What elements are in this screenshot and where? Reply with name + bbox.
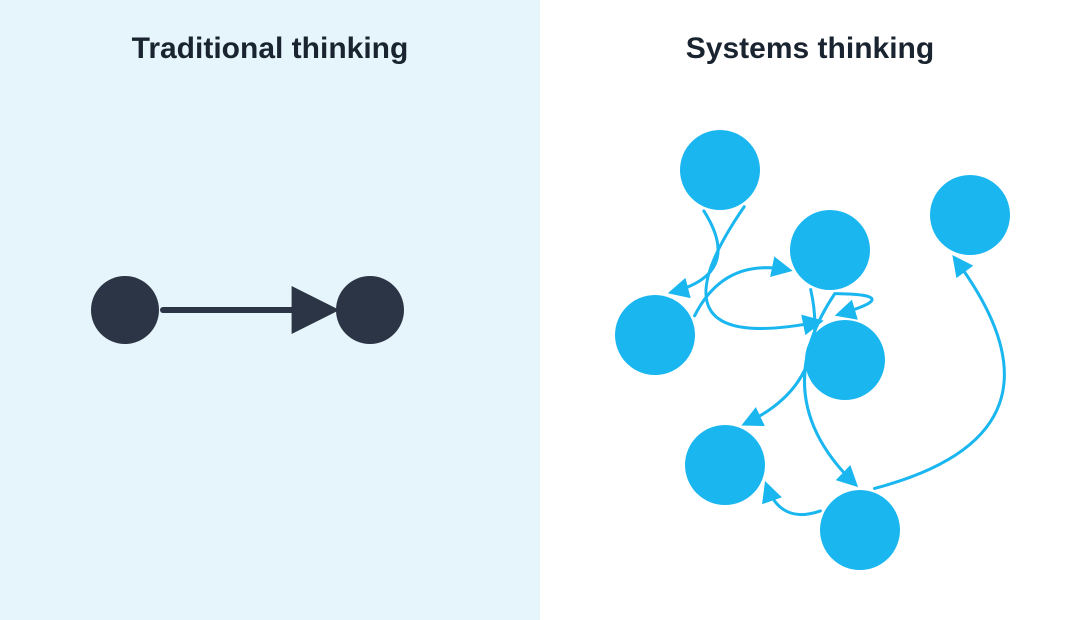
- edge: [766, 485, 820, 515]
- comparison-diagram: Traditional thinking Systems thinking: [0, 0, 1080, 620]
- edge: [836, 294, 872, 315]
- node-circle: [820, 490, 900, 570]
- diagram-systems: [540, 0, 1080, 620]
- diagram-traditional: [0, 0, 540, 620]
- node-circle: [680, 130, 760, 210]
- node-circle: [685, 425, 765, 505]
- node-circle: [91, 276, 159, 344]
- node-circle: [930, 175, 1010, 255]
- panel-systems: Systems thinking: [540, 0, 1080, 620]
- node-circle: [336, 276, 404, 344]
- edge: [875, 258, 1005, 488]
- panel-traditional: Traditional thinking: [0, 0, 540, 620]
- node-circle: [805, 320, 885, 400]
- node-circle: [790, 210, 870, 290]
- edge: [745, 290, 815, 424]
- node-circle: [615, 295, 695, 375]
- edge: [672, 211, 718, 292]
